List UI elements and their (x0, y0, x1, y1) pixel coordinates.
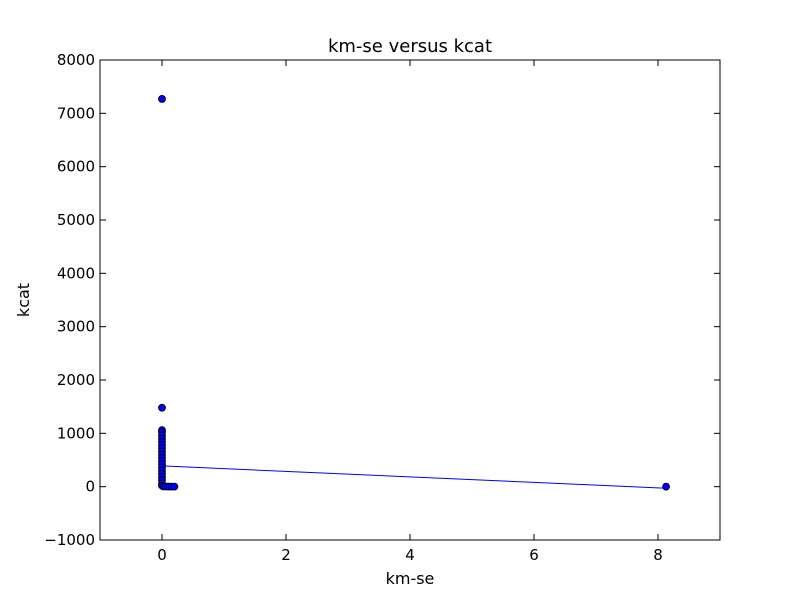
y-tick-label: 8000 (57, 51, 95, 69)
x-tick-label: 2 (281, 546, 291, 564)
y-tick-label: 6000 (57, 158, 95, 176)
y-tick-label: 3000 (57, 318, 95, 336)
y-tick-label: 2000 (57, 371, 95, 389)
y-tick-label: −1000 (44, 531, 95, 549)
x-tick-label: 0 (157, 546, 167, 564)
y-tick-label: 5000 (57, 211, 95, 229)
chart-title: km-se versus kcat (328, 36, 492, 57)
scatter-point (158, 403, 166, 412)
y-tick-label: 7000 (57, 104, 95, 122)
y-axis-label: kcat (14, 283, 33, 317)
scatter-point (662, 482, 670, 491)
scatter-point (170, 482, 179, 491)
plot-marks (158, 95, 670, 491)
fit-line (161, 465, 667, 489)
x-axis-label: km-se (386, 569, 435, 588)
y-axis: −1000 0 1000 2000 3000 4000 5000 6000 7000 8000 (44, 51, 720, 549)
y-tick-label: 1000 (57, 424, 95, 442)
x-tick-label: 6 (529, 546, 539, 564)
x-tick-label: 8 (653, 546, 663, 564)
y-tick-label: 0 (85, 478, 95, 496)
x-axis: 0 2 4 6 8 (157, 60, 663, 564)
scatter-point (158, 95, 166, 103)
y-tick-label: 4000 (57, 264, 95, 282)
x-tick-label: 4 (405, 546, 415, 564)
